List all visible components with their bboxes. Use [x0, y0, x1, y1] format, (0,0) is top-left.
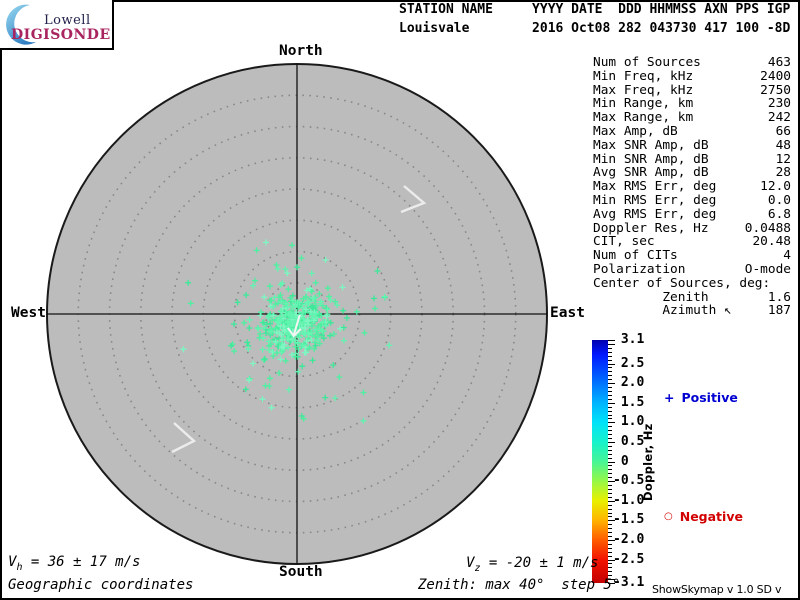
- center-drift-arrow: [286, 314, 302, 338]
- colorbar-tick-label: -0.5: [613, 473, 645, 489]
- crescent-icon: [6, 4, 36, 45]
- stats-row: Doppler Res, Hz 0.0488: [593, 220, 791, 236]
- stats-row: Azimuth ↖ 187: [593, 303, 791, 319]
- stats-row: Min Freq, kHz 2400: [593, 68, 791, 84]
- colorbar-tick-label: 1.0: [613, 414, 645, 430]
- legend-positive: + Positive: [664, 390, 738, 405]
- compass-south: South: [279, 564, 323, 580]
- compass-west: West: [11, 305, 46, 321]
- header-column-titles: STATION NAME YYYY DATE DDD HHMMSS AXN PP…: [399, 2, 791, 17]
- vertical-velocity-readout: Vz = -20 ± 1 m/s: [466, 555, 599, 574]
- stats-row: Min Range, km 230: [593, 96, 791, 112]
- circle-marker-icon: ○: [664, 511, 673, 522]
- stats-row: Max Amp, dB 66: [593, 123, 791, 139]
- colorbar-tick-label: 2.5: [613, 355, 645, 371]
- stats-row: Max RMS Err, deg 12.0: [593, 179, 791, 195]
- rotation-chevron-ne: [400, 185, 427, 214]
- doppler-colorbar: [592, 340, 608, 583]
- stats-row: Center of Sources, deg:: [593, 275, 771, 291]
- legend-negative: ○ Negative: [664, 509, 743, 524]
- lowell-digisonde-logo: Lowell DIGISONDE: [0, 0, 114, 50]
- stats-row: Min RMS Err, deg 0.0: [593, 192, 791, 208]
- stats-row: Avg SNR Amp, dB 28: [593, 165, 791, 181]
- stats-row: Max Freq, kHz 2750: [593, 82, 791, 98]
- stats-row: Num of Sources 463: [593, 55, 791, 70]
- rotation-chevron-sw: [171, 422, 197, 454]
- doppler-axis-title: Doppler, Hz: [641, 423, 655, 501]
- colorbar-tick-label: 2.0: [613, 375, 645, 391]
- legend-negative-label: Negative: [679, 509, 743, 524]
- zenith-range-note: Zenith: max 40° step 5°: [418, 577, 621, 593]
- logo-text-lowell: Lowell: [44, 13, 91, 28]
- colorbar-tick-label: 3.1: [613, 332, 645, 347]
- colorbar-tick-label: -1.5: [613, 512, 645, 528]
- legend-positive-label: Positive: [681, 390, 738, 405]
- stats-row: Zenith 1.6: [593, 289, 791, 305]
- compass-north: North: [279, 43, 323, 59]
- measurement-stats-panel: Num of Sources 463 Min Freq, kHz 2400 Max Fr…: [593, 56, 791, 318]
- logo-text-digisonde: DIGISONDE: [11, 27, 111, 43]
- header-station-values: Louisvale 2016 Oct08 282 043730 417 100 …: [399, 21, 791, 36]
- colorbar-tick-label: 0.5: [613, 433, 645, 449]
- stats-row: Max Range, km 242: [593, 110, 791, 126]
- stats-row: Avg RMS Err, deg 6.8: [593, 206, 791, 222]
- source-points: [245, 265, 393, 424]
- colorbar-tick-label: -1.0: [613, 492, 645, 508]
- stats-row: Min SNR Amp, dB 12: [593, 151, 791, 167]
- colorbar-tick-label: 0: [613, 453, 629, 469]
- stats-row: Polarization O-mode: [593, 261, 791, 277]
- compass-east: East: [550, 305, 585, 321]
- horizontal-velocity-readout: Vh = 36 ± 17 m/s: [8, 554, 141, 573]
- coordinate-system-label: Geographic coordinates: [8, 577, 194, 593]
- app-version-label: ShowSkymap v 1.0 SD v 5.1: [652, 583, 782, 600]
- stats-row: Max SNR Amp, dB 48: [593, 137, 791, 153]
- plus-marker-icon: +: [664, 390, 675, 405]
- stats-row: Num of CITs 4: [593, 248, 791, 264]
- colorbar-tick-label: 1.5: [613, 394, 645, 410]
- stats-row: CIT, sec 20.48: [593, 234, 791, 250]
- colorbar-tick-label: -3.1: [613, 575, 645, 590]
- colorbar-tick-label: -2.5: [613, 551, 645, 567]
- colorbar-tick-label: -2.0: [613, 531, 645, 547]
